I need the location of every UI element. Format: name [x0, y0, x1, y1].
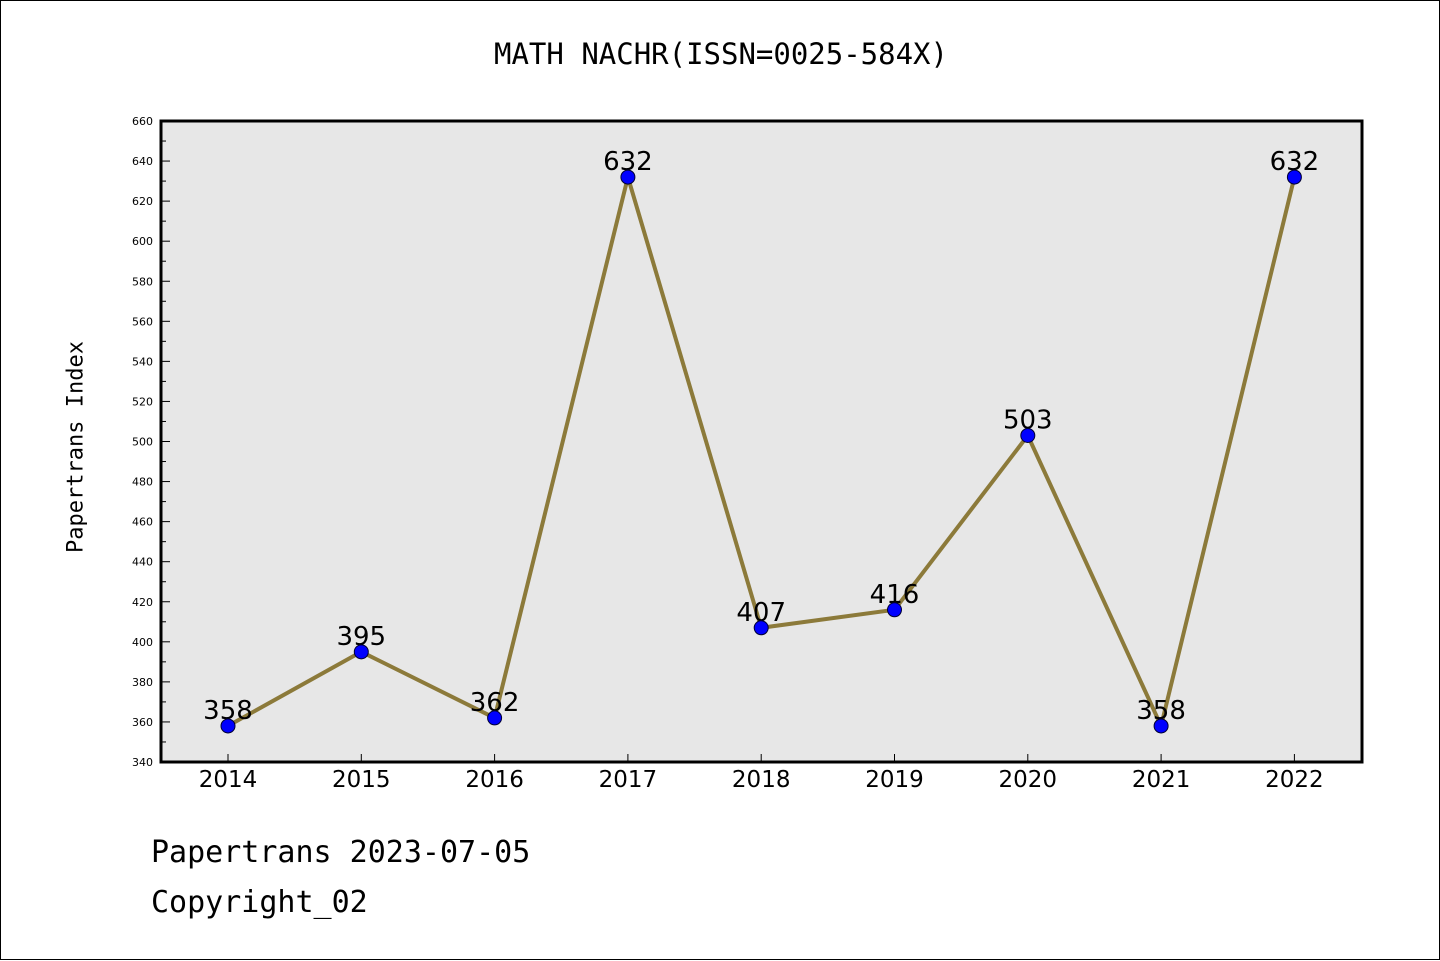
y-tick-label: 640: [132, 155, 153, 168]
footer-date-line: Papertrans 2023-07-05: [151, 835, 531, 870]
x-tick-label: 2021: [1132, 767, 1191, 793]
data-point: [887, 602, 902, 618]
x-tick-label: 2015: [332, 767, 391, 793]
x-tick-label: 2019: [865, 767, 924, 793]
data-point: [220, 718, 236, 734]
plot-area: [161, 121, 1362, 762]
y-tick-label: 480: [132, 476, 153, 489]
y-tick-label: 540: [132, 355, 153, 368]
y-tick-label: 600: [132, 235, 153, 248]
data-point: [1153, 718, 1169, 734]
y-tick-label: 420: [132, 596, 153, 609]
plot-frame: [159, 119, 1364, 764]
data-point: [620, 169, 636, 185]
data-point: [753, 620, 769, 636]
y-tick-label: 340: [132, 756, 153, 769]
x-tick-label: 2016: [465, 767, 524, 793]
y-tick-label: 400: [132, 636, 153, 649]
x-tick-label: 2017: [599, 767, 658, 793]
footer-copyright: Copyright_02: [151, 885, 368, 920]
x-tick-label: 2018: [732, 767, 791, 793]
data-point: [1020, 427, 1036, 443]
x-tick-label: 2014: [199, 767, 258, 793]
y-tick-label: 460: [132, 516, 153, 529]
y-tick-label: 360: [132, 716, 153, 729]
chart-title: MATH NACHR(ISSN=0025-584X): [494, 37, 948, 71]
x-tick-label: 2020: [999, 767, 1058, 793]
y-tick-label: 560: [132, 315, 153, 328]
data-point: [1286, 169, 1302, 185]
data-point: [487, 710, 503, 726]
x-tick-label: 2022: [1265, 767, 1324, 793]
y-tick-label: 620: [132, 195, 153, 208]
y-tick-label: 500: [132, 436, 153, 449]
y-tick-label: 520: [132, 395, 153, 408]
y-tick-label: 660: [132, 115, 153, 128]
data-point: [353, 644, 369, 660]
y-tick-label: 440: [132, 556, 153, 569]
y-tick-label: 580: [132, 275, 153, 288]
y-tick-label: 380: [132, 676, 153, 689]
